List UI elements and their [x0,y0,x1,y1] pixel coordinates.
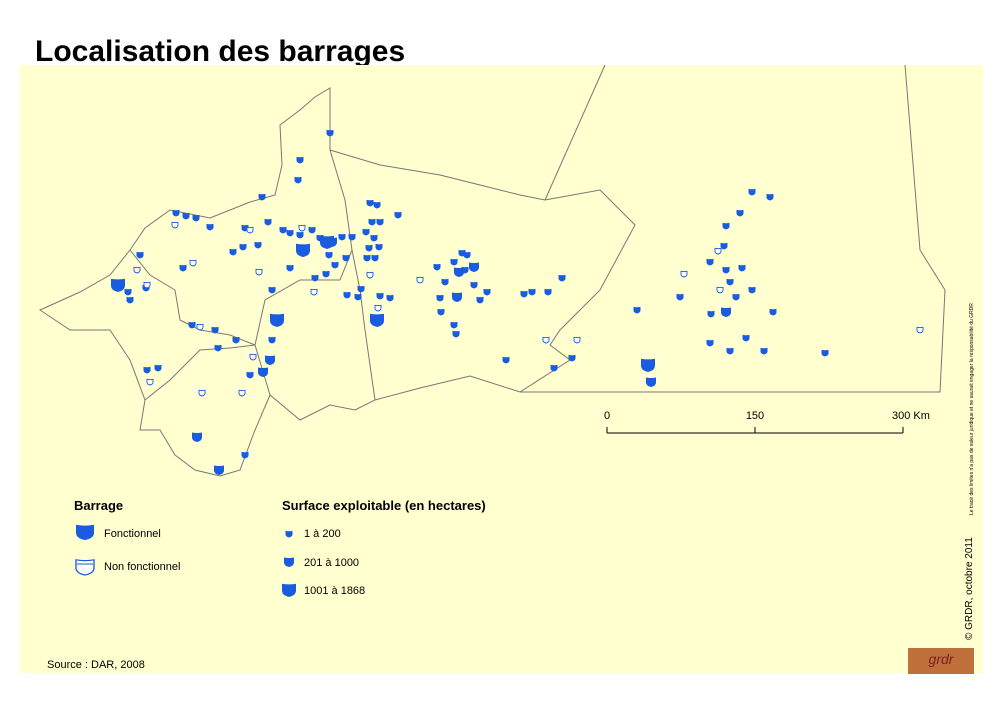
dam-non-functional [188,258,198,268]
dam-non-functional [237,388,247,398]
logo-text: grdr [929,651,955,667]
legend-symbol [76,560,94,575]
source: Source : DAR, 2008 [47,659,145,671]
dam-non-functional [248,352,258,362]
dam-non-functional [197,388,207,398]
dam-non-functional [415,275,425,285]
legend-title: Barrage [74,498,123,513]
dam-non-functional [245,225,255,235]
dam-non-functional [365,270,375,280]
dam-non-functional [142,280,152,290]
disclaimer: Le tracé des limites n'a pas de valeur j… [969,303,975,515]
dam-non-functional [170,220,180,230]
dam-non-functional [254,267,264,277]
legend-label: Non fonctionnel [104,561,180,573]
scale-label: 150 [746,410,764,422]
legend-label: 201 à 1000 [304,557,359,569]
dam-non-functional [679,269,689,279]
legend: Barrage Fonctionnel Non fonctionnel Surf… [74,498,486,597]
dam-non-functional [145,377,155,387]
dam-non-functional [715,285,725,295]
scale-label: 0 [604,410,610,422]
dam-non-functional [297,223,307,233]
credit: © GRDR, octobre 2011 [964,537,975,640]
legend-label: 1001 à 1868 [304,585,365,597]
dam-non-functional [132,265,142,275]
dam-non-functional [373,303,383,313]
dam-non-functional [195,322,205,332]
legend-label: Fonctionnel [104,528,161,540]
logo [908,648,974,674]
dam-non-functional [713,246,723,256]
map-background [20,65,983,673]
title: Localisation des barrages [35,35,405,68]
legend-title: Surface exploitable (en hectares) [282,498,486,513]
legend-label: 1 à 200 [304,528,341,540]
dam-non-functional [309,287,319,297]
scale-label: 300 Km [892,410,930,422]
dam-non-functional [541,335,551,345]
dam-non-functional [915,325,925,335]
dam-non-functional [572,335,582,345]
scale-bar: 0 150 300 Km [604,410,930,434]
